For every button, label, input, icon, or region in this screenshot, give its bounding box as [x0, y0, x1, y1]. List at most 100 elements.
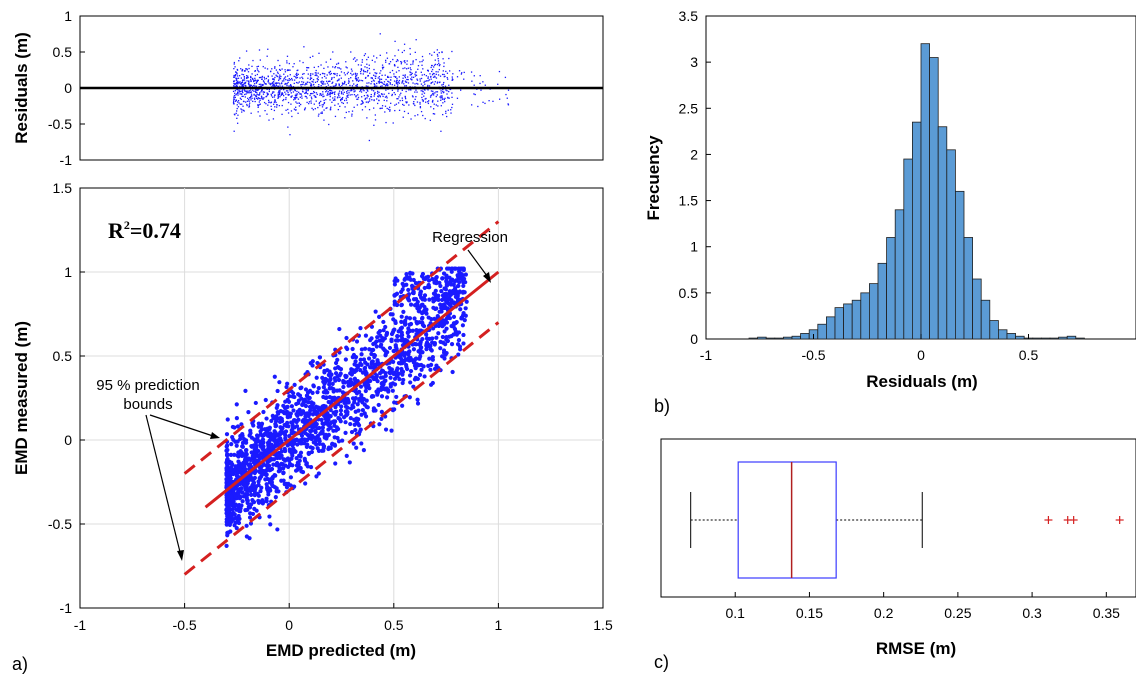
residual-point	[428, 79, 430, 81]
boxplot-shapes	[690, 461, 1124, 579]
residual-point	[298, 105, 301, 107]
residual-point	[383, 83, 386, 86]
scatter-point	[444, 278, 449, 283]
residual-point	[340, 77, 342, 79]
residuals-y-tick-label: -0.5	[48, 116, 72, 132]
residual-point	[480, 89, 482, 91]
scatter-y-tick-label: -1	[60, 600, 73, 616]
scatter-point	[267, 425, 272, 430]
scatter-point	[352, 377, 357, 382]
histogram-bar	[765, 337, 776, 340]
residual-point	[385, 61, 387, 63]
residual-point	[281, 92, 284, 95]
residual-point	[258, 86, 260, 88]
scatter-point	[417, 305, 423, 310]
residual-point	[236, 117, 238, 119]
residual-point	[341, 96, 344, 99]
residual-point	[259, 99, 261, 102]
histogram-bar	[1032, 337, 1042, 340]
residual-point	[281, 80, 284, 82]
residual-point	[460, 89, 462, 91]
histogram-bar	[894, 209, 905, 340]
residual-point	[366, 82, 368, 84]
scatter-point	[413, 366, 418, 371]
lower-bound-arrowhead	[177, 550, 184, 561]
histogram-x-tick-label: 0.5	[1019, 347, 1039, 363]
scatter-point	[232, 486, 237, 491]
residual-point	[281, 93, 283, 95]
residual-point	[291, 89, 293, 91]
residual-point	[263, 76, 265, 79]
scatter-point	[287, 394, 292, 399]
scatter-point	[418, 354, 423, 359]
scatter-point	[283, 430, 288, 435]
residual-point	[241, 85, 243, 87]
residual-point	[254, 74, 257, 77]
scatter-point	[431, 326, 436, 331]
scatter-point	[261, 409, 266, 415]
residual-point	[296, 93, 299, 95]
residual-point	[273, 81, 275, 83]
residual-point	[376, 102, 379, 105]
residual-point	[266, 68, 269, 70]
scatter-point	[444, 274, 449, 279]
residual-point	[290, 95, 292, 98]
residual-point	[342, 83, 344, 85]
scatter-point	[341, 378, 346, 384]
residual-point	[440, 105, 442, 107]
scatter-point	[359, 412, 364, 417]
residual-point	[448, 57, 450, 60]
histogram-bar	[826, 316, 836, 340]
residual-point	[385, 78, 387, 81]
scatter-point	[304, 393, 310, 398]
residual-point	[432, 99, 434, 102]
residual-point	[280, 93, 283, 96]
residual-point	[441, 84, 443, 86]
residual-point	[432, 113, 435, 115]
residual-point	[257, 65, 260, 68]
residual-point	[274, 76, 276, 79]
scatter-point	[333, 371, 339, 376]
residual-point	[287, 112, 290, 114]
residual-point	[296, 69, 298, 72]
residual-point	[254, 85, 256, 87]
histogram-y-tick-label: 0	[690, 331, 698, 347]
residual-point	[309, 93, 312, 95]
scatter-point	[415, 302, 420, 307]
residual-point	[363, 94, 366, 97]
residual-point	[376, 92, 379, 94]
scatter-point	[374, 339, 379, 344]
residual-point	[236, 110, 238, 112]
residual-point	[401, 97, 403, 99]
residual-point	[301, 73, 304, 75]
residual-point	[239, 103, 241, 105]
residual-point	[354, 73, 357, 75]
residual-point	[424, 89, 426, 91]
residual-point	[367, 85, 369, 87]
residual-point	[273, 79, 275, 81]
scatter-point	[326, 445, 332, 450]
residual-point	[265, 103, 267, 105]
residual-point	[294, 96, 297, 98]
scatter-point	[400, 403, 405, 408]
scatter-point	[283, 458, 288, 463]
residual-point	[380, 78, 383, 80]
residual-point	[234, 66, 236, 68]
residual-point	[436, 91, 439, 93]
residual-point	[349, 90, 351, 92]
residual-point	[287, 91, 289, 94]
residual-point	[354, 77, 357, 79]
scatter-point	[454, 320, 459, 325]
residual-point	[394, 65, 396, 67]
residual-point	[323, 99, 325, 102]
residual-point	[253, 93, 255, 96]
residual-point	[235, 99, 237, 101]
histogram-bar	[989, 320, 999, 340]
residual-point	[334, 91, 336, 93]
residual-point	[421, 60, 423, 63]
residual-point	[428, 85, 431, 87]
residual-point	[425, 101, 427, 103]
residual-point	[335, 83, 337, 85]
residual-point	[379, 72, 381, 74]
